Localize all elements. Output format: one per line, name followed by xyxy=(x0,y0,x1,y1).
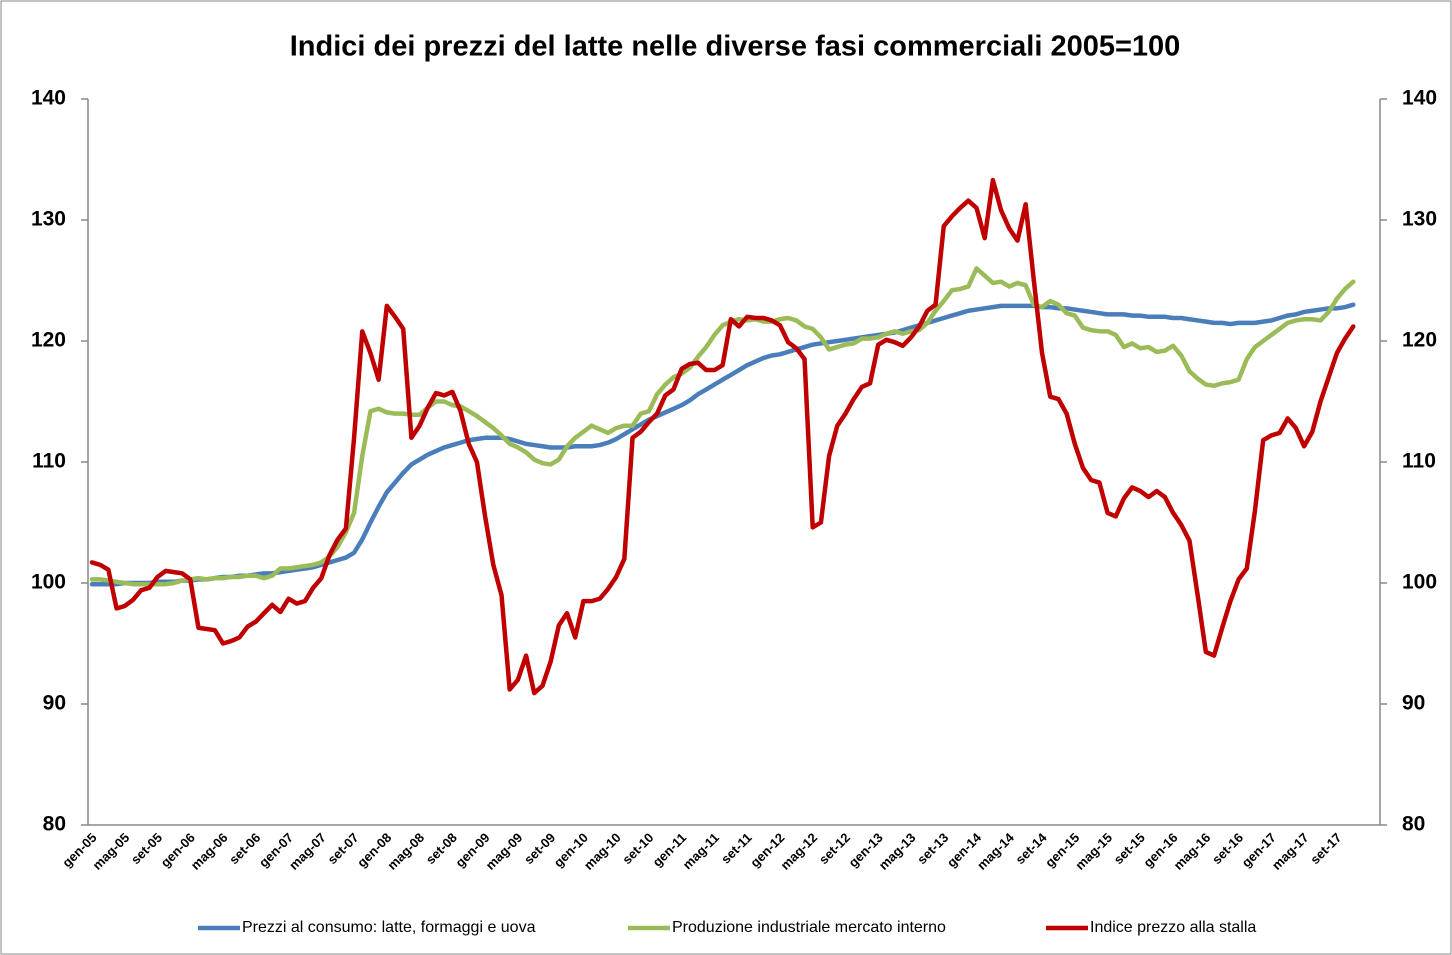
y-tick-label: 130 xyxy=(31,208,66,231)
y2-tick-label: 100 xyxy=(1402,571,1437,594)
y2-tick-label: 140 xyxy=(1402,87,1437,110)
y-tick-label: 110 xyxy=(32,450,66,473)
series-line xyxy=(89,177,1356,696)
y2-tick-label: 80 xyxy=(1402,813,1425,836)
legend-label: Indice prezzo alla stalla xyxy=(1090,919,1256,936)
y2-tick-label: 110 xyxy=(1402,450,1436,473)
y-tick-label: 140 xyxy=(31,87,66,110)
y2-tick-label: 120 xyxy=(1402,329,1437,352)
y-tick-label: 120 xyxy=(31,329,66,352)
series-line xyxy=(89,302,1356,587)
y-tick-label: 100 xyxy=(31,571,66,594)
legend-label: Produzione industriale mercato interno xyxy=(672,919,946,936)
chart-title: Indici dei prezzi del latte nelle divers… xyxy=(290,31,1181,63)
y-tick-label: 80 xyxy=(43,813,66,836)
y2-tick-label: 90 xyxy=(1402,692,1425,715)
series-line xyxy=(89,266,1356,587)
y-tick-label: 90 xyxy=(43,692,66,715)
y2-tick-label: 130 xyxy=(1402,208,1437,231)
legend-label: Prezzi al consumo: latte, formaggi e uov… xyxy=(242,919,536,936)
